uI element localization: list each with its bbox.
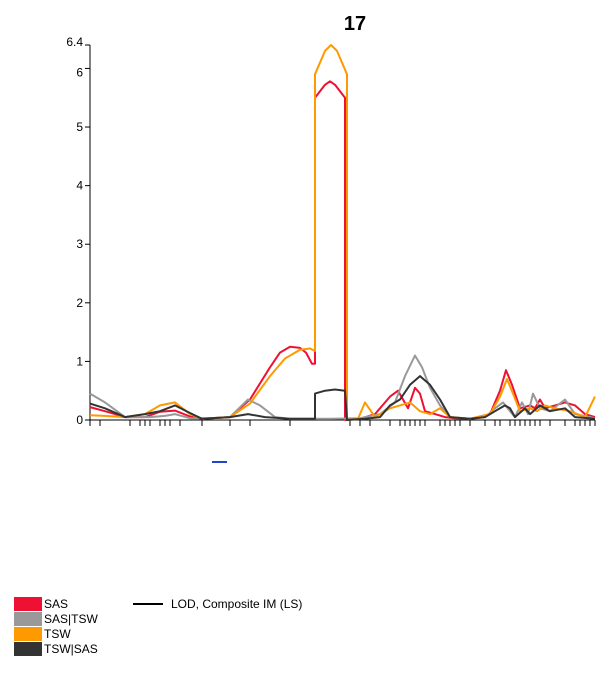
legend-label-sas-tsw: SAS|TSW: [44, 611, 98, 626]
legend-item-sas-tsw: SAS|TSW: [14, 611, 98, 626]
chart-title: 17: [344, 13, 366, 35]
x-axis: [89, 419, 596, 426]
legend-item-tsw-sas: TSW|SAS: [14, 641, 98, 656]
y-tick-label: 1: [76, 354, 83, 368]
y-tick-label: 2: [76, 296, 83, 310]
legend-swatch-tsw: [14, 626, 42, 641]
series-line-sas-tsw: [89, 354, 596, 420]
series-line-sas: [89, 80, 596, 421]
y-tick-label: 6.4: [66, 35, 83, 49]
legend-label-tsw: TSW: [44, 626, 71, 641]
legend-item-tsw: TSW: [14, 626, 98, 641]
legend-label-sas: SAS: [44, 596, 69, 611]
legend: SAS SAS|TSW TSW TSW|SAS: [14, 596, 98, 656]
lod-chart: 17 0 1 2 3 4 5 6 6.4: [66, 13, 596, 463]
legend-label-tsw-sas: TSW|SAS: [44, 641, 98, 656]
legend-line-swatch: [133, 602, 163, 605]
y-tick-label: 4: [76, 179, 83, 193]
legend-line-entry: LOD, Composite IM (LS): [133, 596, 302, 611]
y-tick-label: 0: [76, 413, 83, 427]
marker-dash: [212, 461, 227, 463]
legend-swatch-tsw-sas: [14, 641, 42, 656]
legend-swatch-sas: [14, 596, 42, 611]
y-axis: 0 1 2 3 4 5 6 6.4: [66, 35, 91, 427]
legend-line-label: LOD, Composite IM (LS): [171, 596, 303, 611]
y-tick-label: 5: [76, 120, 83, 134]
series-line-tsw-sas: [89, 375, 596, 421]
legend-item-sas: SAS: [14, 596, 98, 611]
y-tick-label: 3: [76, 237, 83, 251]
y-tick-label: 6: [76, 65, 83, 79]
series-line-tsw: [89, 44, 596, 421]
legend-swatch-sas-tsw: [14, 611, 42, 626]
series-layer: [89, 44, 596, 421]
